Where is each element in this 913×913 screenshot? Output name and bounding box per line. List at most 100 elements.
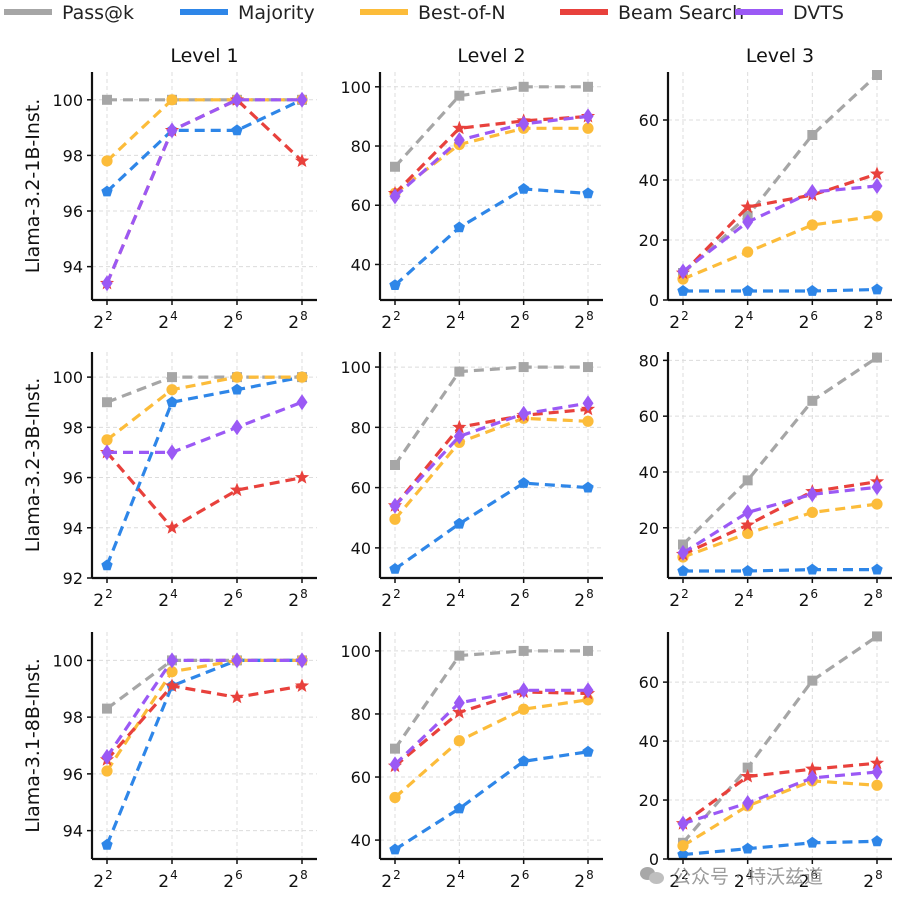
x-tick-label: 24 xyxy=(446,587,465,611)
x-tick-label: 24 xyxy=(446,309,465,333)
marker-best-of-n xyxy=(871,210,883,222)
series-line-pass-k xyxy=(393,365,588,466)
marker-dvts xyxy=(389,497,401,514)
x-tick-label: 26 xyxy=(510,587,529,611)
y-tick-label: 80 xyxy=(351,418,371,437)
marker-majority xyxy=(742,842,754,854)
legend-label-pass-k: Pass@k xyxy=(62,2,134,24)
y-tick-label: 60 xyxy=(639,111,659,130)
series-line-pass-k xyxy=(681,635,878,844)
x-tick-label: 26 xyxy=(510,309,529,333)
y-tick-label: 94 xyxy=(63,822,83,841)
marker-best-of-n xyxy=(166,666,178,678)
legend-label-best-of-n: Best-of-N xyxy=(418,2,506,24)
x-tick-label: 26 xyxy=(510,868,529,892)
y-tick-label: 60 xyxy=(351,768,371,787)
marker-best-of-n xyxy=(871,498,883,510)
marker-dvts xyxy=(166,122,178,139)
marker-beam-search xyxy=(294,153,310,167)
marker-dvts xyxy=(806,769,818,786)
marker-pass-k xyxy=(872,70,882,80)
panel-r1-c3: 0 20 40 60 22 24 26 28 Level 3 xyxy=(639,45,892,333)
panel-r1-c1: 94 96 98 100 22 24 26 28 Level 1 Llama-3.2-1B-Ins… xyxy=(22,45,317,333)
marker-pass-k xyxy=(454,650,465,661)
series-line-dvts xyxy=(682,485,878,555)
x-tick-label: 24 xyxy=(158,868,177,892)
marker-dvts xyxy=(166,652,178,669)
marker-best-of-n xyxy=(518,703,530,715)
series-line-majority xyxy=(393,187,589,287)
series-line-best-of-n xyxy=(393,698,589,799)
marker-beam-search xyxy=(229,482,245,497)
marker-best-of-n xyxy=(582,122,594,134)
x-tick-label: 28 xyxy=(288,587,307,611)
column-title: Level 3 xyxy=(746,45,814,67)
marker-best-of-n xyxy=(389,513,401,525)
series-line-dvts xyxy=(682,184,878,273)
marker-majority xyxy=(101,559,113,571)
marker-dvts xyxy=(518,682,530,699)
marker-dvts xyxy=(389,756,401,773)
y-tick-label: 100 xyxy=(52,651,83,670)
marker-pass-k xyxy=(390,460,400,470)
marker-majority xyxy=(453,517,465,529)
marker-majority xyxy=(582,745,594,757)
marker-dvts xyxy=(231,652,243,669)
marker-dvts xyxy=(453,132,465,149)
y-tick-label: 100 xyxy=(340,642,371,661)
y-tick-label: 98 xyxy=(63,418,83,437)
x-tick-label: 22 xyxy=(381,868,400,892)
marker-majority xyxy=(742,565,754,576)
marker-pass-k xyxy=(102,397,112,408)
marker-best-of-n xyxy=(806,219,818,231)
series-line-beam-search xyxy=(105,451,303,530)
series-line-pass-k xyxy=(393,85,588,168)
y-tick-label: 60 xyxy=(351,196,371,215)
x-tick-label: 22 xyxy=(93,309,112,333)
series-line-best-of-n xyxy=(105,98,302,163)
marker-dvts xyxy=(871,178,883,194)
marker-majority xyxy=(453,221,465,233)
x-tick-label: 22 xyxy=(381,309,400,333)
marker-majority xyxy=(389,279,401,290)
marker-majority xyxy=(677,848,689,860)
y-tick-label: 0 xyxy=(649,291,659,310)
series-line-majority xyxy=(105,375,303,566)
watermark: 公众号 · 特沃兹道 xyxy=(640,860,910,890)
marker-best-of-n xyxy=(166,384,178,396)
series-line-best-of-n xyxy=(682,502,878,559)
marker-dvts xyxy=(101,275,113,292)
series-line-dvts xyxy=(393,688,588,766)
marker-majority xyxy=(518,477,530,488)
series-line-beam-search xyxy=(393,690,589,768)
y-tick-label: 96 xyxy=(63,765,83,784)
series-line-beam-search xyxy=(682,480,878,556)
marker-pass-k xyxy=(807,395,818,406)
marker-beam-search xyxy=(740,769,755,783)
marker-best-of-n xyxy=(389,791,401,804)
marker-dvts xyxy=(582,682,594,699)
marker-pass-k xyxy=(390,743,400,754)
marker-pass-k xyxy=(454,366,465,377)
panel-r2-c1: 92 94 96 98 100 22 24 26 28 Llama-3.2-3B-Inst. xyxy=(22,352,317,611)
x-tick-label: 22 xyxy=(669,587,688,611)
series-line-best-of-n xyxy=(682,779,878,848)
series-line-best-of-n xyxy=(394,126,588,195)
marker-dvts xyxy=(871,764,883,780)
series-line-pass-k xyxy=(393,649,588,750)
marker-beam-search xyxy=(452,704,467,719)
series-line-pass-k xyxy=(681,356,878,546)
y-tick-label: 80 xyxy=(351,705,371,724)
series-line-dvts xyxy=(107,400,303,454)
x-tick-label: 22 xyxy=(381,587,400,611)
y-tick-label: 60 xyxy=(639,407,659,426)
x-tick-label: 28 xyxy=(574,309,593,333)
y-tick-label: 94 xyxy=(63,258,83,277)
marker-majority xyxy=(518,755,530,767)
marker-dvts xyxy=(677,815,689,832)
column-title: Level 2 xyxy=(457,45,525,67)
y-tick-label: 40 xyxy=(351,539,371,558)
marker-beam-search xyxy=(164,678,180,692)
x-tick-label: 24 xyxy=(158,309,177,333)
marker-best-of-n xyxy=(806,506,818,519)
